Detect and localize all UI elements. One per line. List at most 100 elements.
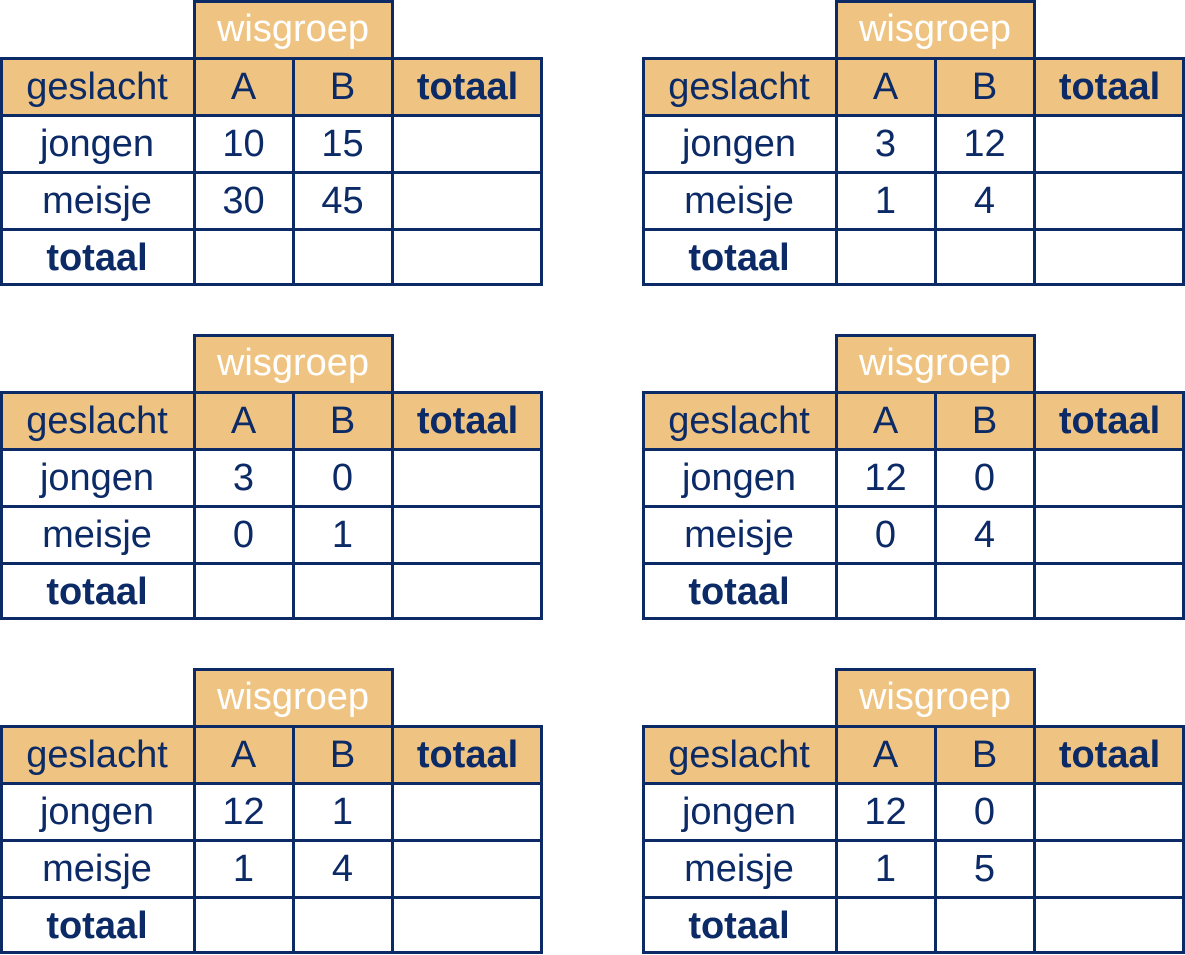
row-header-label: geslacht bbox=[668, 733, 810, 776]
border-line bbox=[292, 725, 295, 954]
border-line bbox=[0, 839, 543, 842]
cell-value: 12 bbox=[864, 790, 907, 833]
border-line bbox=[0, 617, 543, 620]
total-row-label: totaal bbox=[46, 236, 148, 279]
border-line bbox=[0, 391, 543, 394]
column-header-b: B bbox=[329, 399, 356, 442]
row-header-label: geslacht bbox=[26, 65, 168, 108]
grand-total-cell bbox=[392, 897, 543, 954]
total-row-label: totaal bbox=[46, 904, 148, 947]
cell-value: 12 bbox=[963, 122, 1006, 165]
border-line bbox=[194, 668, 394, 671]
cell-value: 3 bbox=[874, 122, 897, 165]
row-label: meisje bbox=[684, 847, 794, 890]
border-line bbox=[836, 334, 1036, 337]
border-line bbox=[540, 725, 543, 954]
total-row-label: totaal bbox=[688, 570, 790, 613]
border-line bbox=[642, 725, 645, 954]
row-total-cell bbox=[1034, 783, 1185, 840]
border-line bbox=[1033, 57, 1036, 286]
row-total-cell bbox=[392, 115, 543, 172]
border-line bbox=[642, 448, 1185, 451]
group-header-fill bbox=[836, 0, 1034, 58]
column-header-fill bbox=[642, 58, 1185, 115]
border-line bbox=[391, 334, 394, 392]
column-header-b: B bbox=[971, 65, 998, 108]
column-header-a: A bbox=[230, 65, 257, 108]
total-row-label: totaal bbox=[46, 570, 148, 613]
border-line bbox=[642, 839, 1185, 842]
cell-value: 3 bbox=[232, 456, 255, 499]
row-header-label: geslacht bbox=[668, 399, 810, 442]
border-line bbox=[292, 57, 295, 286]
row-label: jongen bbox=[681, 790, 797, 833]
border-line bbox=[1033, 391, 1036, 620]
border-line bbox=[0, 725, 543, 728]
column-header-total: totaal bbox=[416, 399, 519, 442]
border-line bbox=[391, 391, 394, 620]
group-header: wisgroep bbox=[216, 342, 370, 384]
row-total-cell bbox=[392, 840, 543, 897]
border-line bbox=[835, 391, 838, 620]
cell-value: 5 bbox=[973, 847, 996, 890]
border-line bbox=[391, 57, 394, 286]
border-line bbox=[642, 391, 1185, 394]
border-line bbox=[193, 391, 196, 620]
column-header-a: A bbox=[872, 65, 899, 108]
border-line bbox=[642, 782, 1185, 785]
column-header-a: A bbox=[230, 733, 257, 776]
border-line bbox=[0, 896, 543, 899]
border-line bbox=[0, 448, 543, 451]
border-line bbox=[836, 668, 1036, 671]
border-line bbox=[193, 725, 196, 954]
cell-value: 12 bbox=[222, 790, 265, 833]
row-label: jongen bbox=[39, 790, 155, 833]
border-line bbox=[1033, 0, 1036, 58]
border-line bbox=[642, 57, 645, 286]
border-line bbox=[642, 505, 1185, 508]
total-cell bbox=[293, 563, 392, 620]
row-total-cell bbox=[1034, 172, 1185, 229]
border-line bbox=[835, 668, 838, 726]
row-total-cell bbox=[392, 172, 543, 229]
border-line bbox=[391, 725, 394, 954]
row-label: meisje bbox=[684, 179, 794, 222]
border-line bbox=[0, 951, 543, 954]
row-label: meisje bbox=[684, 513, 794, 556]
border-line bbox=[642, 171, 1185, 174]
border-line bbox=[194, 334, 394, 337]
cell-value: 1 bbox=[232, 847, 255, 890]
cell-value: 12 bbox=[864, 456, 907, 499]
total-cell bbox=[836, 563, 935, 620]
border-line bbox=[540, 57, 543, 286]
border-line bbox=[642, 391, 645, 620]
cell-value: 1 bbox=[331, 513, 354, 556]
border-line bbox=[835, 57, 838, 286]
border-line bbox=[0, 782, 543, 785]
border-line bbox=[1033, 334, 1036, 392]
border-line bbox=[1033, 725, 1036, 954]
border-line bbox=[193, 0, 196, 58]
border-line bbox=[642, 228, 1185, 231]
border-line bbox=[0, 171, 543, 174]
cell-value: 4 bbox=[331, 847, 354, 890]
column-header-fill bbox=[642, 726, 1185, 783]
border-line bbox=[642, 114, 1185, 117]
column-header-total: totaal bbox=[1058, 399, 1161, 442]
row-header-label: geslacht bbox=[668, 65, 810, 108]
cell-value: 0 bbox=[232, 513, 255, 556]
border-line bbox=[391, 0, 394, 58]
row-header-label: geslacht bbox=[26, 733, 168, 776]
group-header-fill bbox=[194, 668, 392, 726]
cell-value: 0 bbox=[331, 456, 354, 499]
row-label: meisje bbox=[42, 513, 152, 556]
column-header-b: B bbox=[329, 65, 356, 108]
border-line bbox=[193, 57, 196, 286]
border-line bbox=[934, 725, 937, 954]
column-header-fill bbox=[0, 392, 543, 449]
column-header-a: A bbox=[872, 733, 899, 776]
grand-total-cell bbox=[1034, 897, 1185, 954]
total-cell bbox=[836, 897, 935, 954]
